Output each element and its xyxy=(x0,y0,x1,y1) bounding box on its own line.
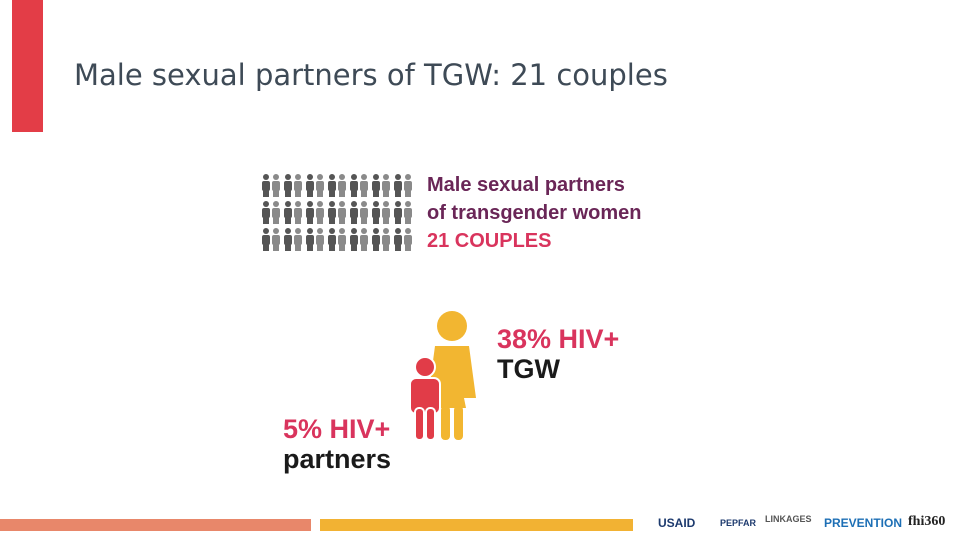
person-icon xyxy=(382,174,390,197)
person-icon xyxy=(284,228,292,251)
person-icon xyxy=(382,228,390,251)
person-icon xyxy=(272,228,280,251)
person-icon xyxy=(262,201,270,224)
person-icon xyxy=(382,201,390,224)
person-icon xyxy=(372,228,380,251)
people-illustration xyxy=(409,311,476,441)
person-icon xyxy=(360,228,368,251)
logo: PEPFAR xyxy=(720,518,757,528)
person-icon xyxy=(306,228,314,251)
person-icon xyxy=(372,174,380,197)
person-icon xyxy=(328,174,336,197)
heading-line: Male sexual partners xyxy=(427,174,625,196)
person-icon xyxy=(404,174,412,197)
person-icon xyxy=(404,228,412,251)
couples-count: 21 COUPLES xyxy=(427,230,552,252)
slide-title: Male sexual partners of TGW: 21 couples xyxy=(74,58,668,92)
person-icon xyxy=(338,228,346,251)
accent-bar xyxy=(12,0,43,132)
footer-bar xyxy=(0,519,311,531)
logo: PREVENTION xyxy=(824,516,903,530)
logo: USAID xyxy=(658,516,696,530)
person-icon xyxy=(294,228,302,251)
tgw-label: TGW xyxy=(497,354,560,384)
person-icon xyxy=(316,228,324,251)
person-icon xyxy=(394,228,402,251)
person-icon xyxy=(350,228,358,251)
tgw-stat: 38% HIV+ xyxy=(497,324,620,354)
partners-label: partners xyxy=(283,444,392,474)
person-icon xyxy=(338,201,346,224)
person-icon xyxy=(306,174,314,197)
person-icon xyxy=(360,174,368,197)
heading-line: of transgender women xyxy=(427,202,642,224)
partners-stat: 5% HIV+ xyxy=(283,414,391,444)
person-icon xyxy=(328,228,336,251)
person-icon xyxy=(262,174,270,197)
person-icon xyxy=(294,174,302,197)
person-icon xyxy=(350,174,358,197)
person-icon xyxy=(316,174,324,197)
logo: fhi360 xyxy=(908,514,946,529)
person-icon xyxy=(350,201,358,224)
person-icon xyxy=(360,201,368,224)
person-icon xyxy=(338,174,346,197)
person-icon xyxy=(272,201,280,224)
person-icon xyxy=(306,201,314,224)
person-icon xyxy=(394,201,402,224)
person-icon xyxy=(284,201,292,224)
person-icon xyxy=(372,201,380,224)
person-icon xyxy=(272,174,280,197)
person-icon xyxy=(294,201,302,224)
person-icon xyxy=(316,201,324,224)
person-icon xyxy=(284,174,292,197)
person-icon xyxy=(328,201,336,224)
people-grid xyxy=(262,174,412,251)
person-icon xyxy=(394,174,402,197)
footer-bar xyxy=(320,519,633,531)
person-icon xyxy=(262,228,270,251)
person-icon xyxy=(404,201,412,224)
partner-figure xyxy=(409,356,441,441)
logo: LINKAGES xyxy=(765,514,812,524)
